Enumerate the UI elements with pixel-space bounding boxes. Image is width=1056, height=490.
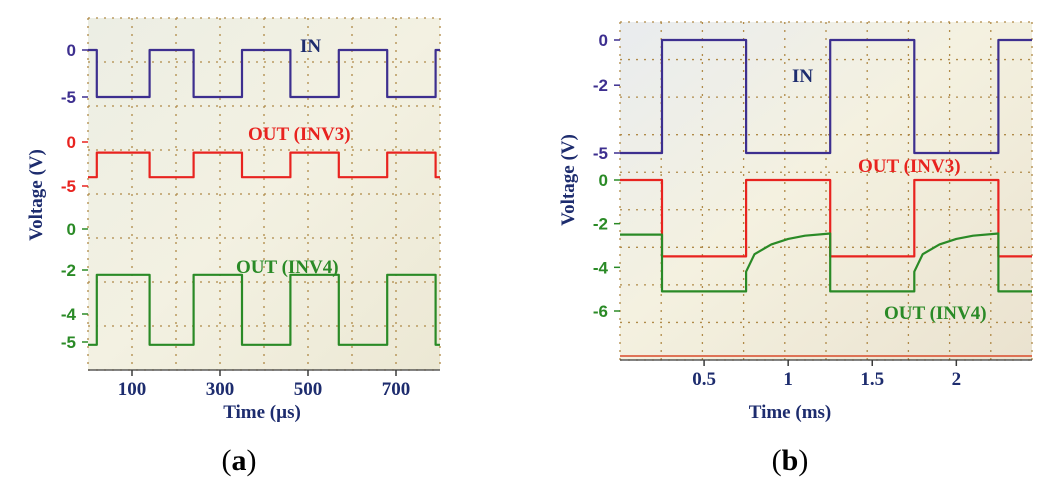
panel-b: 0 -2 -5 0 -2 -4 -6 0.5 1 1.5 2 IN OUT (INV3) OUT … xyxy=(558,21,1033,477)
x-tick-label: 700 xyxy=(382,379,411,400)
panel-a: 0 -5 0 -5 0 -2 -4 -5 100 300 500 700 IN OUT (INV3)… xyxy=(26,17,441,477)
y-ticks-b: 0 -2 -5 0 -2 -4 -6 xyxy=(593,31,620,321)
y-ticks-a: 0 -5 0 -5 0 -2 -4 -5 xyxy=(61,41,88,352)
y-tick-label: 0 xyxy=(67,220,76,239)
trace-label-inv4-b: OUT (INV4) xyxy=(884,303,987,324)
y-tick-label: -2 xyxy=(61,261,76,280)
x-tick-label: 100 xyxy=(118,379,147,400)
x-axis-label-b: Time (ms) xyxy=(749,402,832,423)
series-a xyxy=(88,48,440,346)
y-tick-label: -2 xyxy=(593,215,608,234)
trace-label-in-a: IN xyxy=(300,36,321,57)
trace-label-in-b: IN xyxy=(792,66,813,87)
x-axis-label-a: Time (µs) xyxy=(223,402,301,423)
y-tick-label: -4 xyxy=(61,305,77,324)
y-tick-label: 0 xyxy=(67,41,76,60)
y-tick-label: -5 xyxy=(61,177,76,196)
x-ticks-b: 0.5 1 1.5 2 xyxy=(692,360,961,390)
x-tick-label: 1 xyxy=(783,369,793,390)
y-tick-label: 0 xyxy=(599,171,608,190)
x-tick-label: 1.5 xyxy=(860,369,884,390)
trace-label-inv3-a: OUT (INV3) xyxy=(248,124,351,145)
y-tick-label: -5 xyxy=(61,88,76,107)
y-tick-label: 0 xyxy=(599,31,608,50)
series-line-out-inv4 xyxy=(88,273,440,346)
y-tick-label: 0 xyxy=(67,133,76,152)
series-line-in xyxy=(88,48,440,99)
series-b xyxy=(620,38,1032,293)
x-tick-label: 2 xyxy=(952,369,962,390)
y-tick-label: -6 xyxy=(593,302,608,321)
x-ticks-a: 100 300 500 700 xyxy=(118,370,411,400)
x-tick-label: 0.5 xyxy=(692,369,716,390)
y-tick-label: -5 xyxy=(593,144,608,163)
series-line-in xyxy=(620,38,1032,155)
y-tick-label: -5 xyxy=(61,333,76,352)
y-axis-label-a: Voltage (V) xyxy=(26,149,47,241)
x-tick-label: 300 xyxy=(206,379,235,400)
series-line-out-inv3 xyxy=(88,151,440,179)
panel-label-b: (b) xyxy=(772,444,809,477)
y-tick-label: -2 xyxy=(593,76,608,95)
trace-label-inv3-b: OUT (INV3) xyxy=(858,156,961,177)
panel-label-a: (a) xyxy=(222,444,257,477)
y-tick-label: -4 xyxy=(593,258,609,277)
trace-label-inv4-a: OUT (INV4) xyxy=(236,257,339,278)
x-tick-label: 500 xyxy=(294,379,323,400)
y-axis-label-b: Voltage (V) xyxy=(558,134,579,226)
series-line-out-inv4 xyxy=(620,232,1032,293)
